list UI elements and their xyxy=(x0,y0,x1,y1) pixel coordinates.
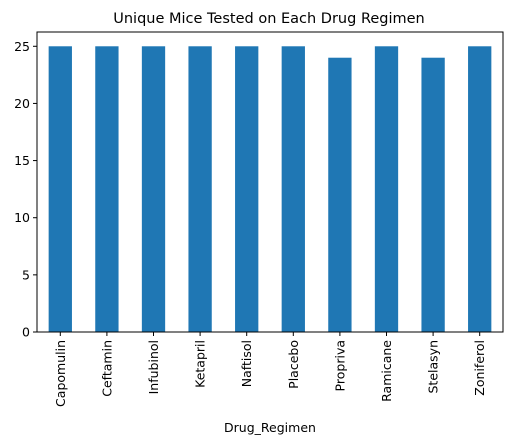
plot-frame xyxy=(36,31,504,333)
x-tick-label: Stelasyn xyxy=(426,340,441,394)
x-axis: Capomulin Ceftamin Infubinol Ketapril Naftis… xyxy=(53,332,487,407)
chart-title: Unique Mice Tested on Each Drug Regimen xyxy=(113,11,425,27)
bar-naftisol xyxy=(235,46,259,333)
bar-ramicane xyxy=(374,46,399,333)
bar-ketapril xyxy=(188,46,212,333)
bar-capomulin xyxy=(48,46,72,333)
x-tick-label: Ramicane xyxy=(379,340,394,402)
bars-group xyxy=(48,46,492,333)
bar-stelasyn xyxy=(421,57,445,332)
bar-zoniferol xyxy=(468,46,492,333)
y-axis: 0 5 10 15 20 25 xyxy=(14,39,37,340)
x-tick-label: Propriva xyxy=(332,340,347,391)
bar-ceftamin xyxy=(95,46,119,333)
x-tick-label: Capomulin xyxy=(53,340,68,407)
y-tick-label: 5 xyxy=(22,267,30,282)
x-tick-label: Naftisol xyxy=(239,340,254,387)
x-tick-label: Ceftamin xyxy=(99,340,114,397)
bar-placebo xyxy=(281,46,305,333)
x-tick-label: Infubinol xyxy=(146,340,161,394)
y-tick-label: 15 xyxy=(14,153,30,168)
y-tick-label: 10 xyxy=(14,210,30,225)
y-tick-label: 0 xyxy=(22,325,30,340)
y-tick-label: 25 xyxy=(14,39,30,54)
x-tick-label: Ketapril xyxy=(193,340,208,388)
x-tick-label: Placebo xyxy=(286,340,301,389)
y-tick-label: 20 xyxy=(14,96,30,111)
bar-infubinol xyxy=(141,46,166,333)
x-axis-label: Drug_Regimen xyxy=(224,420,316,435)
x-tick-label: Zoniferol xyxy=(472,340,487,396)
bar-propriva xyxy=(328,57,352,332)
